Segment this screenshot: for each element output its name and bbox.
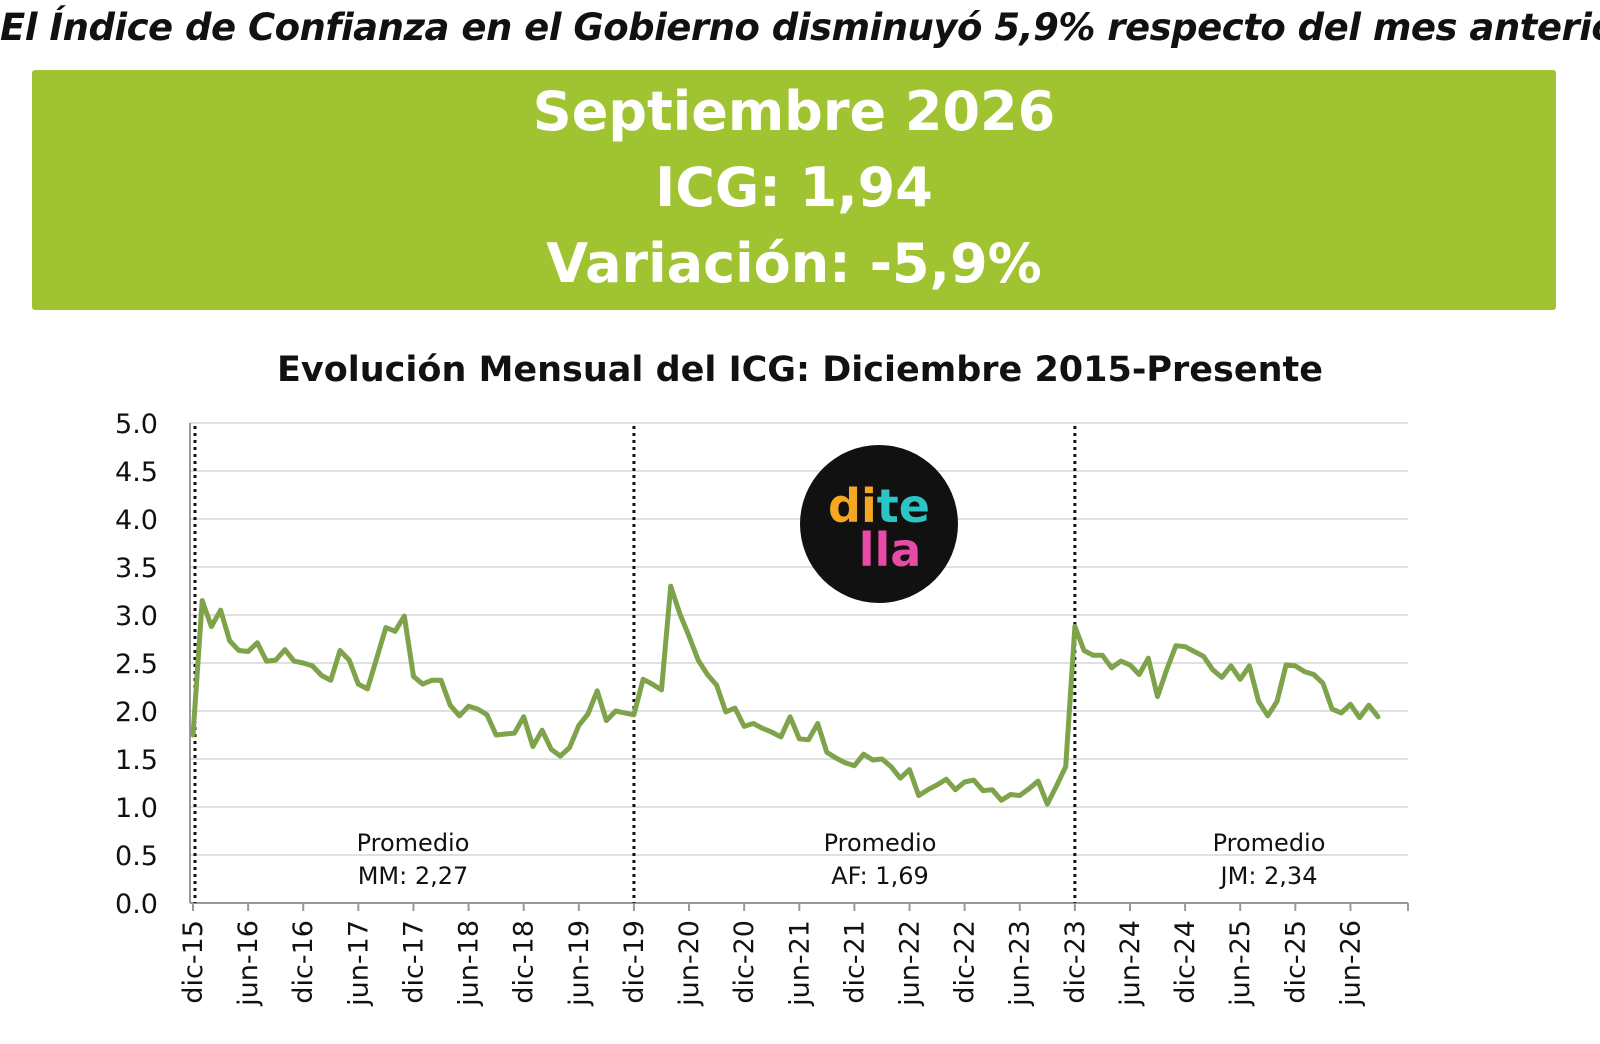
- series-line-icg: [190, 583, 1381, 807]
- y-tick-label: 1.5: [115, 745, 158, 776]
- icg-line-chart: 0.0 0.5 1.0 1.5 2.0 2.5 3.0 3.5 4.0 4.5 5.0 dic-15 j…: [115, 409, 1409, 1007]
- x-tick-label: dic-18: [509, 920, 540, 1004]
- x-tick-label: jun-24: [1115, 920, 1146, 1007]
- chart-axes: [189, 423, 1409, 911]
- logo-text-di: di: [828, 479, 877, 533]
- x-tick-label: jun-18: [454, 920, 485, 1007]
- x-tick-label: dic-17: [398, 920, 429, 1004]
- annotation-label: Promedio: [1213, 829, 1326, 857]
- x-tick-label: jun-25: [1225, 920, 1256, 1007]
- annotation-label: Promedio: [824, 829, 937, 857]
- y-tick-label: 2.5: [115, 649, 158, 680]
- y-tick-label: 5.0: [115, 409, 158, 440]
- x-tick-label: dic-25: [1280, 920, 1311, 1004]
- logo-text-top: dite: [828, 479, 930, 533]
- x-tick-label: jun-19: [564, 920, 595, 1007]
- x-tick-label: dic-15: [178, 920, 209, 1004]
- x-tick-label: dic-22: [950, 920, 981, 1004]
- x-tick-label: dic-19: [619, 920, 650, 1004]
- x-tick-label: jun-17: [343, 920, 374, 1007]
- x-tick-label: dic-23: [1060, 920, 1091, 1004]
- annotation-label: Promedio: [357, 829, 470, 857]
- x-tick-label: dic-20: [729, 920, 760, 1004]
- summary-banner: Septiembre 2026 ICG: 1,94 Variación: -5,…: [32, 70, 1556, 310]
- y-tick-label: 4.5: [115, 457, 158, 488]
- y-tick-label: 0.0: [115, 889, 158, 920]
- ditella-logo: dite lla: [800, 445, 958, 603]
- annotation-average: JM: 2,34: [1219, 862, 1318, 890]
- logo-text-te: te: [877, 479, 930, 533]
- y-tick-label: 4.0: [115, 505, 158, 536]
- logo-text-lla: lla: [859, 523, 922, 577]
- x-tick-label: dic-24: [1170, 920, 1201, 1004]
- banner-icg-value: ICG: 1,94: [655, 156, 933, 219]
- x-tick-label: jun-21: [784, 920, 815, 1007]
- chart-grid: [190, 422, 1408, 856]
- x-tick-label: jun-26: [1335, 920, 1366, 1007]
- chart-title: Evolución Mensual del ICG: Diciembre 201…: [277, 350, 1323, 390]
- y-tick-label: 0.5: [115, 841, 158, 872]
- x-tick-label: dic-16: [288, 920, 319, 1004]
- x-tick-label: jun-20: [674, 920, 705, 1007]
- annotation-average: AF: 1,69: [831, 862, 929, 890]
- chart-marks: [190, 583, 1381, 807]
- banner-variation: Variación: -5,9%: [546, 232, 1042, 295]
- x-tick-label: jun-22: [895, 920, 926, 1007]
- y-tick-label: 3.0: [115, 601, 158, 632]
- x-tick-label: dic-21: [839, 920, 870, 1004]
- y-tick-label: 3.5: [115, 553, 158, 584]
- chart-labels: 0.0 0.5 1.0 1.5 2.0 2.5 3.0 3.5 4.0 4.5 5.0 dic-15 j…: [115, 409, 1366, 1007]
- logo-circle: [800, 445, 958, 603]
- annotation-average: MM: 2,27: [358, 862, 469, 890]
- y-tick-label: 2.0: [115, 697, 158, 728]
- x-tick-label: jun-16: [233, 920, 264, 1007]
- x-tick-label: jun-23: [1005, 920, 1036, 1007]
- banner-period: Septiembre 2026: [532, 80, 1056, 143]
- headline: El Índice de Confianza en el Gobierno di…: [0, 6, 1600, 49]
- y-tick-label: 1.0: [115, 793, 158, 824]
